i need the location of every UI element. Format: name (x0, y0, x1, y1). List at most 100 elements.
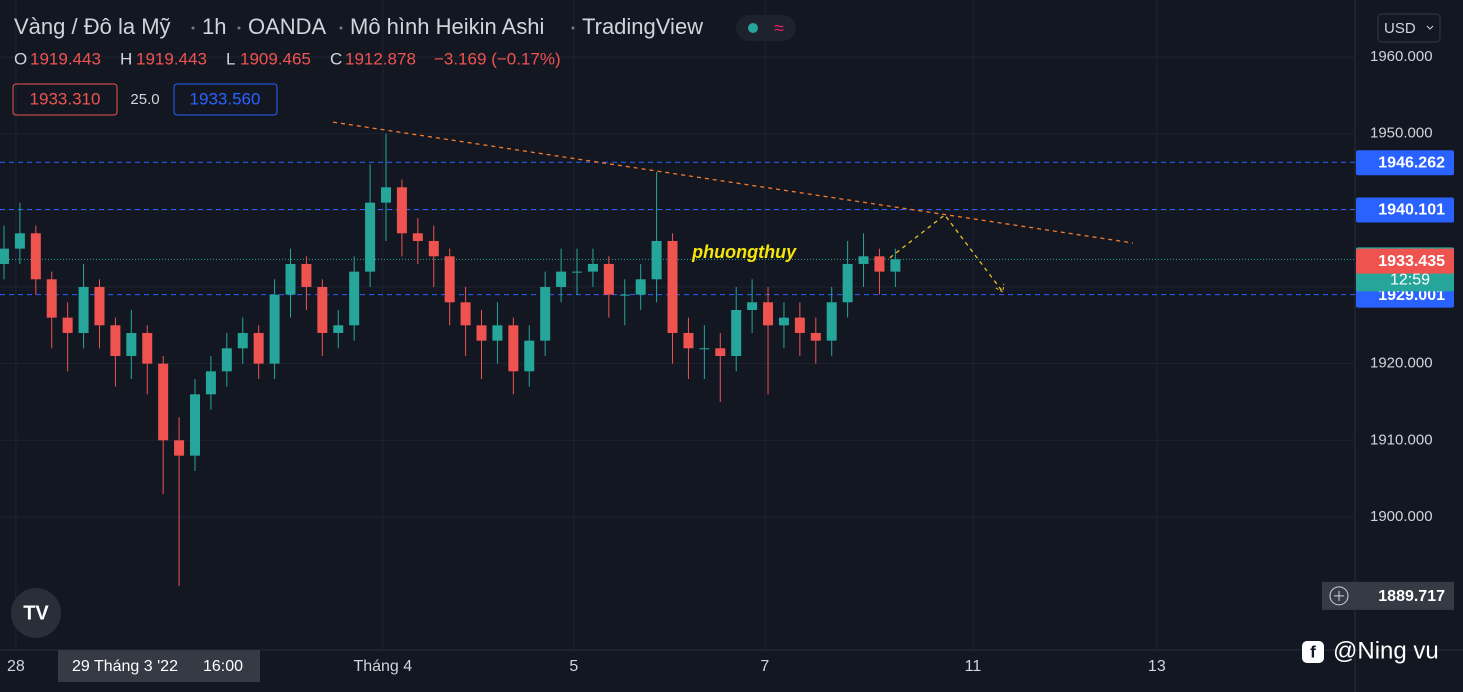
candle-body (603, 263, 614, 295)
candle-body (365, 202, 376, 272)
sell-price[interactable]: 1933.310 (30, 89, 101, 108)
candle-body (572, 271, 583, 273)
candle-body (94, 286, 105, 326)
header-part: 1h (202, 14, 226, 39)
candle-body (810, 332, 821, 341)
candle-body (874, 256, 885, 272)
currency-caret (1426, 25, 1434, 30)
spread: 25.0 (130, 91, 159, 108)
candle-body (619, 294, 630, 296)
currency[interactable]: USD (1384, 20, 1416, 37)
currency-button[interactable] (1377, 13, 1441, 43)
candle-body (221, 348, 232, 372)
candle-body (142, 332, 153, 364)
candle-body (428, 240, 439, 257)
projection-arrow (995, 283, 1005, 293)
y-tick-label: 1900.000 (1370, 508, 1433, 525)
ohlc-value: 1919.443 (136, 49, 207, 68)
buy-price[interactable]: 1933.560 (190, 89, 261, 108)
candle-body (396, 187, 407, 234)
header-part: Mô hình Heikin Ashi (350, 14, 544, 39)
ohlc-letter: H (120, 49, 132, 68)
price-tag-label: 1933.435 (1378, 253, 1445, 270)
candle-body (381, 187, 392, 203)
header-separator (339, 26, 343, 30)
facebook-f: f (1310, 642, 1316, 661)
candle-body (269, 294, 280, 364)
candle-body (62, 317, 73, 333)
candle-body (476, 325, 487, 341)
buy-box[interactable] (173, 83, 278, 116)
candle-body (349, 271, 360, 326)
candle-body (731, 309, 742, 356)
candle-body (189, 394, 200, 456)
candle-body (794, 317, 805, 333)
y-tick-label: 1950.000 (1370, 125, 1433, 142)
candle-body (333, 325, 344, 333)
price-tag-label: 1946.262 (1378, 155, 1445, 172)
watermark: @Ning vu (1333, 637, 1439, 664)
candle-body (635, 279, 646, 295)
overlay: ≈ USD 1933.310 25.0 1933.560 TV 29 Tháng… (11, 13, 1454, 682)
x-tick-label: 5 (569, 658, 578, 675)
candle-body (524, 340, 535, 372)
x-tick-label: 13 (1148, 658, 1166, 675)
ohlc-letter: O (14, 49, 27, 68)
logo[interactable] (11, 588, 61, 638)
status-dot (748, 23, 758, 33)
candle-body (46, 279, 57, 318)
trend-line (332, 121, 1134, 244)
candle-body (110, 325, 121, 356)
y-tick-label: 1960.000 (1370, 48, 1433, 65)
candle-body (890, 259, 901, 272)
candle-body (826, 302, 837, 341)
candle-body (444, 256, 455, 303)
header-separator (237, 26, 241, 30)
header-separator (571, 26, 575, 30)
candle-body (858, 256, 869, 264)
candle-body (683, 332, 694, 349)
price-tag-label: 1940.101 (1378, 202, 1445, 219)
candle-body (540, 286, 551, 341)
header-separator (191, 26, 195, 30)
candle-body (30, 233, 41, 280)
price-tag (1356, 150, 1454, 176)
candle-body (587, 263, 598, 272)
candle-body (747, 302, 758, 310)
ohlc-letter: L (226, 49, 235, 68)
header-part: OANDA (248, 14, 327, 39)
candle-body (667, 240, 678, 333)
candle-body (205, 371, 216, 395)
candle-body (508, 325, 519, 372)
crosshair-date-box (58, 650, 260, 682)
x-tick-label: 11 (965, 658, 982, 675)
x-tick-label: Tháng 4 (353, 658, 412, 675)
candle-body (317, 286, 328, 333)
crosshair-plus (1329, 586, 1349, 606)
price-tag (1356, 197, 1454, 223)
candle-body (651, 240, 662, 280)
logo-mark: TV (23, 602, 49, 624)
x-tick-label: 28 (7, 658, 25, 675)
crosshair-time: 16:00 (203, 658, 243, 675)
ohlc-letter: C (330, 49, 342, 68)
annotation: phuongthuy (691, 242, 797, 262)
candle-body (556, 271, 567, 287)
candle-body (492, 325, 503, 341)
candle-body (78, 286, 89, 333)
sell-box[interactable] (12, 83, 118, 116)
x-tick-label: 7 (760, 658, 769, 675)
crosshair-date: 29 Tháng 3 '22 (72, 658, 178, 675)
candle-body (460, 302, 471, 326)
ohlc-value: 1919.443 (30, 49, 101, 68)
price-tag (1356, 248, 1454, 274)
crosshair-plus-mark (1334, 590, 1344, 601)
plot: phuongthuy (0, 121, 1355, 586)
candle-body (0, 248, 9, 264)
y-tick-label: 1910.000 (1370, 431, 1433, 448)
candle-body (174, 440, 185, 456)
candle-body (412, 233, 423, 241)
ohlc-value: 1909.465 (240, 49, 311, 68)
candle-body (285, 263, 296, 295)
